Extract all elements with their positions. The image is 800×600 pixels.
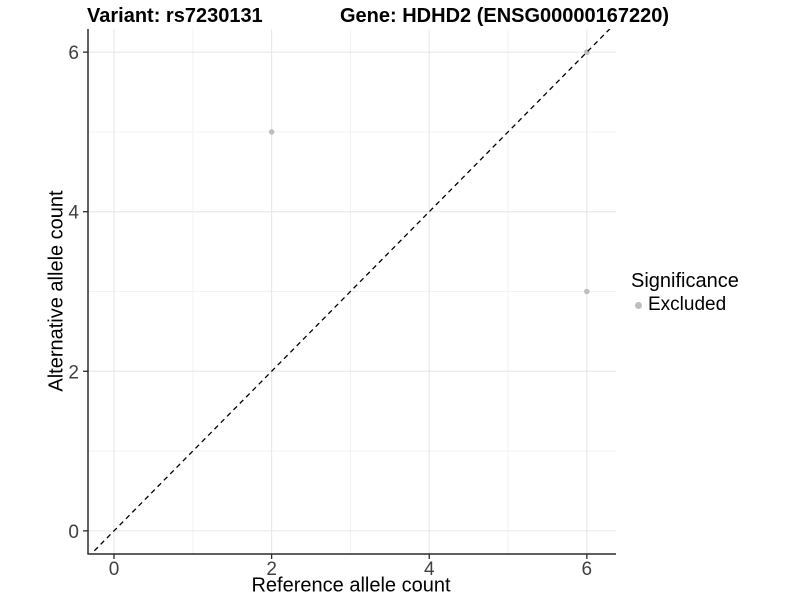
legend-item-excluded: Excluded — [631, 294, 739, 316]
y-tick-label: 4 — [68, 203, 79, 224]
legend-title: Significance — [631, 270, 739, 292]
legend: Significance Excluded — [631, 270, 739, 316]
x-axis-title: Reference allele count — [251, 574, 451, 597]
y-tick-label: 6 — [68, 43, 79, 64]
legend-item-label: Excluded — [648, 294, 727, 315]
y-axis-title: Alternative allele count — [45, 190, 68, 392]
x-tick-label: 6 — [582, 559, 593, 580]
x-tick-label: 2 — [266, 559, 277, 580]
excluded-point-icon — [635, 301, 642, 309]
y-tick-label: 0 — [68, 522, 79, 543]
x-tick-label: 4 — [424, 559, 435, 580]
y-tick-label: 2 — [68, 362, 79, 383]
data-point — [268, 129, 275, 135]
plot-title-variant: Variant: rs7230131 — [87, 5, 263, 27]
identity-line — [90, 29, 611, 554]
data-point — [584, 288, 590, 295]
x-tick-label: 0 — [109, 559, 120, 580]
plot-title-gene: Gene: HDHD2 (ENSG00000167220) — [340, 5, 670, 27]
